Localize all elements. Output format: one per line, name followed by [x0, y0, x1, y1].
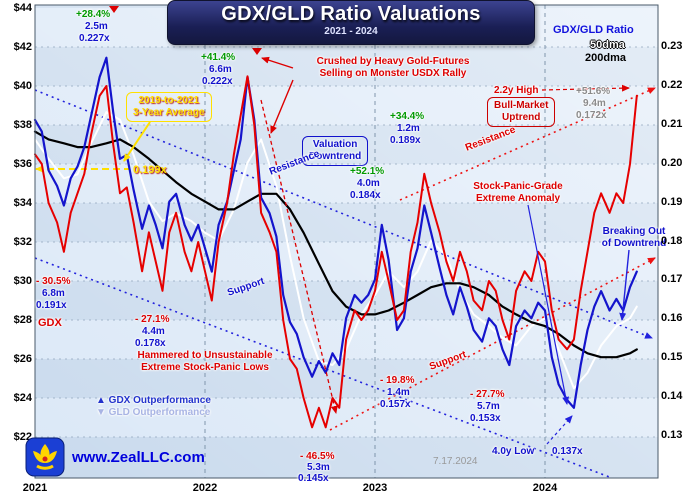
ratio-downtrend-support — [34, 257, 613, 479]
avg-arrow — [123, 121, 151, 162]
series-gdx-gld-ratio — [33, 56, 638, 409]
gdx-uptrend-resistance — [399, 87, 656, 201]
crushed-arrow-decline — [270, 79, 294, 134]
anomaly-arrow — [527, 204, 570, 405]
peak-2022-marker — [252, 48, 262, 55]
gdx-uptrend-support — [329, 257, 656, 431]
series-gdx — [34, 75, 638, 429]
zeal-logo[interactable] — [25, 437, 65, 477]
crash-path-arrow — [260, 99, 338, 414]
low-2024-arrow — [546, 415, 573, 445]
chart-title: GDX/GLD Ratio Valuations — [221, 3, 481, 25]
breakout-arrow — [619, 249, 630, 321]
series-50dma — [34, 111, 638, 390]
brand-area: www.ZealLLC.com — [25, 437, 205, 477]
zeal-website-link[interactable]: www.ZealLLC.com — [72, 448, 205, 466]
high-2024-arrow — [541, 84, 630, 92]
chart-date: 7.17.2024 — [433, 456, 478, 467]
chart-subtitle: 2021 - 2024 — [324, 26, 378, 37]
crushed-arrow-peak — [261, 56, 294, 69]
chart-title-box: GDX/GLD Ratio Valuations 2021 - 2024 — [167, 0, 535, 45]
series-200dma — [33, 130, 638, 359]
peak-2021-marker — [109, 6, 119, 13]
